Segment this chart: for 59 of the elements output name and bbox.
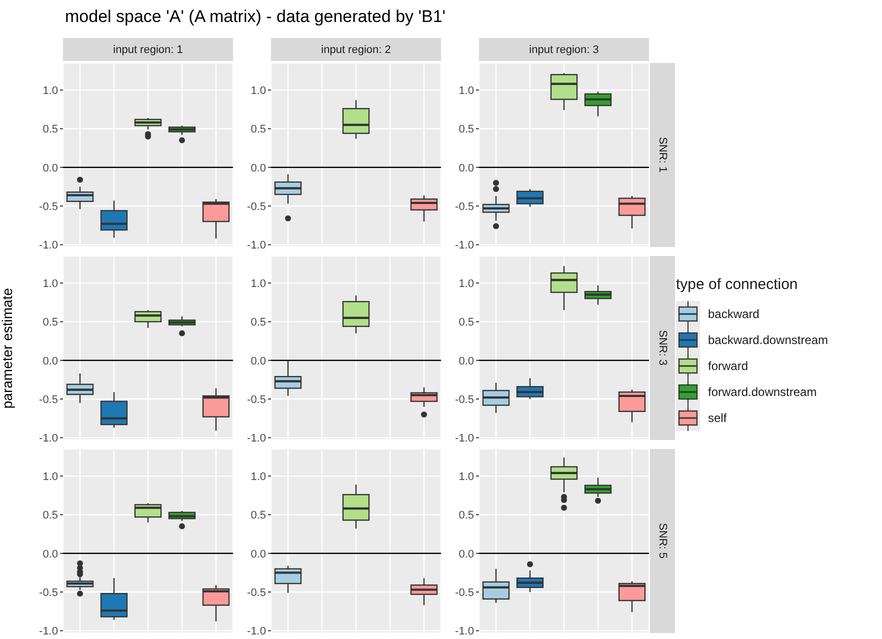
y-tick-label: -0.5 (455, 200, 474, 213)
legend-label: forward.downstream (708, 385, 817, 399)
y-tick-label: 0.0 (42, 355, 58, 368)
y-tick-label: -0.5 (247, 200, 266, 213)
y-tick-label: 0.0 (458, 162, 474, 174)
y-axis-title: parameter estimate (0, 288, 15, 408)
y-tick-label: 0.0 (458, 355, 474, 368)
y-tick-label: -1.0 (39, 626, 58, 638)
y-tick-label: 0.0 (250, 355, 266, 368)
y-tick-label: 0.0 (42, 162, 58, 174)
y-tick-label: 0.0 (42, 548, 58, 560)
y-tick-label: -0.5 (247, 586, 266, 599)
y-tick-label: 0.5 (458, 124, 474, 136)
y-tick-label: -0.5 (455, 394, 474, 406)
y2-axis-title: SNR: 1 (656, 137, 668, 173)
y-tick-label: 1.0 (458, 278, 474, 290)
y-tick-label: 1.0 (250, 470, 266, 483)
y-tick-label: 1.0 (458, 470, 474, 483)
y-tick-label: 0.0 (250, 162, 266, 174)
y-tick-label: -0.5 (39, 586, 58, 599)
y-tick-label: 0.5 (42, 316, 58, 329)
legend-label: self (708, 411, 727, 425)
y2-axis-title: SNR: 5 (656, 523, 668, 559)
y-tick-label: -1.0 (247, 626, 266, 638)
legend-label: backward.downstream (708, 333, 828, 347)
y2-axis-title: SNR: 3 (656, 330, 668, 366)
legend-label: forward (708, 359, 748, 373)
y-tick-label: -1.0 (247, 240, 266, 252)
y-tick-label: -0.5 (247, 394, 266, 406)
chart-subtitle: input region: 1 (63, 38, 233, 61)
y-tick-label: -0.5 (39, 200, 58, 213)
y-tick-label: 1.0 (250, 84, 266, 97)
legend-title: type of connection (676, 276, 799, 293)
y-tick-label: 1.0 (458, 84, 474, 97)
y-tick-label: -0.5 (39, 394, 58, 406)
y-tick-label: 1.0 (42, 470, 58, 483)
y-tick-label: 0.5 (250, 316, 266, 329)
legend-label: backward (708, 307, 760, 321)
y-tick-label: 1.0 (250, 278, 266, 290)
y-tick-label: 0.0 (250, 548, 266, 560)
y-tick-label: -1.0 (455, 432, 474, 445)
y-tick-label: -1.0 (39, 240, 58, 252)
y-tick-label: -1.0 (455, 240, 474, 252)
y-tick-label: 1.0 (42, 84, 58, 97)
chart-title: model space 'A' (A matrix) - data generated by 'B1' (65, 7, 446, 27)
y-tick-label: 0.5 (458, 510, 474, 522)
y-tick-label: 1.0 (42, 278, 58, 290)
y-tick-label: 0.5 (458, 316, 474, 329)
chart-subtitle: input region: 3 (479, 38, 649, 61)
chart-subtitle: input region: 2 (271, 38, 441, 61)
y-tick-label: 0.5 (250, 510, 266, 522)
y-tick-label: 0.5 (42, 510, 58, 522)
y-tick-label: -1.0 (247, 432, 266, 445)
y-tick-label: 0.0 (458, 548, 474, 560)
y-tick-label: 0.5 (42, 124, 58, 136)
y-tick-label: -1.0 (455, 626, 474, 638)
y-tick-label: 0.5 (250, 124, 266, 136)
y-tick-label: -0.5 (455, 586, 474, 599)
y-tick-label: -1.0 (39, 432, 58, 445)
